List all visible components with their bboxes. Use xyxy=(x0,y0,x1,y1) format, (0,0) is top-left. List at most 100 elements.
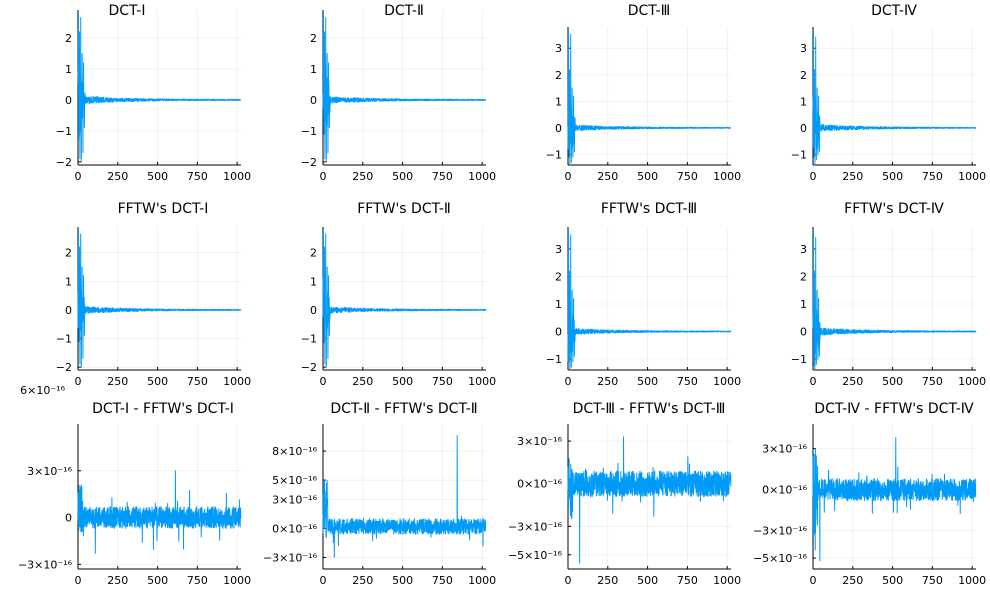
x-tick-label: 250 xyxy=(107,375,128,388)
y-tick-label: 0×10⁻¹⁶ xyxy=(762,484,807,497)
y-tick-label: 2 xyxy=(800,69,807,82)
y-tick-label: 2 xyxy=(310,247,317,260)
x-tick-label: 500 xyxy=(637,170,658,183)
y-tick-label: 1 xyxy=(555,298,562,311)
y-tick-label: 2 xyxy=(555,271,562,284)
x-tick-label: 500 xyxy=(147,375,168,388)
series-line xyxy=(812,232,977,371)
y-tick-label: 3 xyxy=(555,42,562,55)
x-tick-label: 0 xyxy=(75,574,82,587)
y-tick-label: −5×10⁻¹⁶ xyxy=(753,552,808,565)
x-tick-label: 250 xyxy=(597,375,618,388)
series-line xyxy=(322,229,487,368)
subplot-title: FFTW's DCT-Ⅳ xyxy=(844,201,944,217)
y-tick-label: 3 xyxy=(800,42,807,55)
subplot-title: DCT-Ⅲ xyxy=(628,3,671,19)
subplot-title: DCT-Ⅳ xyxy=(871,3,917,19)
subplot-9: DCT-I - FFTW's DCT-I 0 250 500 750 1000 −3×10⁻… xyxy=(18,384,251,587)
x-tick-label: 250 xyxy=(842,574,863,587)
x-tick-label: 750 xyxy=(187,375,208,388)
y-tick-label: 0×10⁻¹⁶ xyxy=(517,478,562,491)
x-tick-label: 250 xyxy=(352,170,373,183)
subplot-12: DCT-Ⅳ - FFTW's DCT-Ⅳ 0 250 500 750 1000 −5×10⁻… xyxy=(753,401,986,587)
x-tick-label: 750 xyxy=(187,574,208,587)
y-tick-label: −3×10⁻¹⁶ xyxy=(508,520,563,533)
y-tick-label: 8×10⁻¹⁶ xyxy=(272,445,317,458)
y-tick-label: −1 xyxy=(546,353,562,366)
series-line xyxy=(77,470,242,554)
x-tick-label: 0 xyxy=(810,170,817,183)
series-line xyxy=(567,436,732,564)
y-tick-label: −1 xyxy=(56,125,72,138)
y-tick-label: −1 xyxy=(301,125,317,138)
x-tick-label: 250 xyxy=(107,170,128,183)
subplot-title: FFTW's DCT-I xyxy=(118,201,209,217)
y-tick-label: 0 xyxy=(800,326,807,339)
y-tick-label: 3×10⁻¹⁶ xyxy=(517,435,562,448)
y-tick-label: 2 xyxy=(65,32,72,45)
y-tick-label: 0 xyxy=(800,122,807,135)
y-tick-label: 5×10⁻¹⁶ xyxy=(272,474,317,487)
x-tick-label: 750 xyxy=(922,375,943,388)
x-tick-label: 500 xyxy=(392,170,413,183)
x-tick-label: 1000 xyxy=(713,170,741,183)
y-tick-label: 1 xyxy=(65,275,72,288)
x-tick-label: 500 xyxy=(882,170,903,183)
subplot-6: FFTW's DCT-Ⅱ 0 250 500 750 1000 −2 −1 0 1 2 xyxy=(301,201,496,388)
y-tick-label: 2 xyxy=(555,69,562,82)
y-tick-label: −3×10⁻¹⁶ xyxy=(263,551,318,564)
subplot-title: FFTW's DCT-Ⅱ xyxy=(357,201,451,217)
subplot-title: DCT-I - FFTW's DCT-I xyxy=(92,401,234,417)
y-tick-label: 1 xyxy=(310,63,317,76)
x-tick-label: 750 xyxy=(677,574,698,587)
x-tick-label: 250 xyxy=(597,574,618,587)
x-tick-label: 500 xyxy=(147,170,168,183)
x-tick-label: 500 xyxy=(392,574,413,587)
y-tick-label: 0 xyxy=(555,122,562,135)
x-tick-label: 250 xyxy=(107,574,128,587)
y-axis-scale-label: 6×10⁻¹⁶ xyxy=(20,384,65,397)
x-tick-label: 250 xyxy=(842,170,863,183)
x-tick-label: 1000 xyxy=(223,375,251,388)
x-tick-label: 750 xyxy=(187,170,208,183)
x-tick-label: 500 xyxy=(637,574,658,587)
series-line xyxy=(812,437,977,562)
y-tick-label: 2 xyxy=(65,247,72,260)
series-line xyxy=(77,12,242,163)
y-tick-label: 3×10⁻¹⁶ xyxy=(27,465,72,478)
subplot-2: DCT-Ⅱ 0 250 500 750 1000 −2 −1 0 1 2 xyxy=(301,3,496,183)
series-line xyxy=(567,29,732,166)
subplot-title: DCT-I xyxy=(108,3,145,19)
subplot-5: FFTW's DCT-I 0 250 500 750 1000 −2 −1 0 1 2 xyxy=(56,201,251,388)
y-tick-label: 0 xyxy=(65,304,72,317)
y-tick-label: 0 xyxy=(310,304,317,317)
x-tick-label: 750 xyxy=(677,375,698,388)
x-tick-label: 250 xyxy=(352,574,373,587)
x-tick-label: 1000 xyxy=(958,375,986,388)
x-tick-label: 1000 xyxy=(713,574,741,587)
subplot-10: DCT-Ⅱ - FFTW's DCT-Ⅱ 0 250 500 750 1000 −3×10⁻… xyxy=(263,401,496,587)
y-tick-label: 1 xyxy=(800,298,807,311)
y-tick-label: −1 xyxy=(791,353,807,366)
x-tick-label: 1000 xyxy=(468,375,496,388)
y-tick-label: 0 xyxy=(310,94,317,107)
y-tick-label: 3 xyxy=(800,243,807,256)
x-tick-label: 0 xyxy=(810,375,817,388)
y-tick-label: 1 xyxy=(800,95,807,108)
x-tick-label: 500 xyxy=(882,574,903,587)
x-tick-label: 1000 xyxy=(958,170,986,183)
y-tick-label: −2 xyxy=(56,361,72,374)
x-tick-label: 1000 xyxy=(223,170,251,183)
subplot-title: DCT-Ⅳ - FFTW's DCT-Ⅳ xyxy=(814,401,973,417)
series-line xyxy=(567,229,732,371)
y-tick-label: −1 xyxy=(56,333,72,346)
y-tick-label: 1 xyxy=(555,95,562,108)
y-tick-label: −1 xyxy=(791,148,807,161)
x-tick-label: 0 xyxy=(75,170,82,183)
subplot-1: DCT-I 0 250 500 750 1000 −2 −1 0 1 2 xyxy=(56,3,251,183)
y-tick-label: 2 xyxy=(310,32,317,45)
x-tick-label: 750 xyxy=(432,170,453,183)
